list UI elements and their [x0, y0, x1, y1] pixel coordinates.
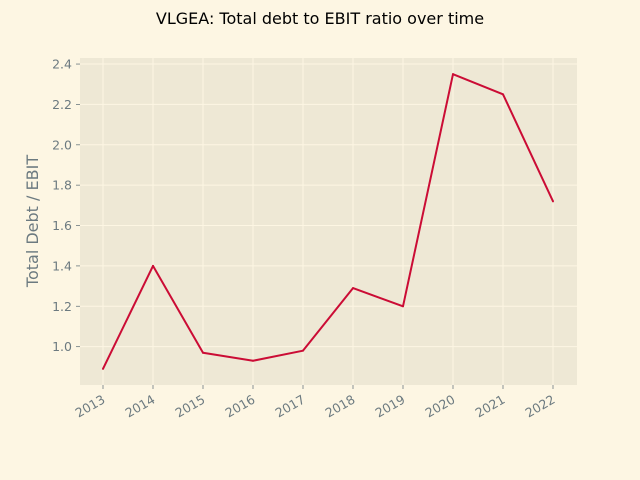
x-tick-label: 2021 — [472, 392, 507, 421]
data-point — [102, 367, 104, 370]
y-tick-label: 1.8 — [52, 178, 72, 193]
data-point — [202, 351, 204, 354]
y-tick-label: 1.6 — [52, 218, 72, 233]
chart-title: VLGEA: Total debt to EBIT ratio over tim… — [156, 9, 484, 28]
data-point — [352, 287, 354, 290]
y-axis-ticks: 1.0 1.2 1.4 1.6 1.8 2.0 2.2 2.4 — [52, 57, 80, 354]
grid-lines — [80, 58, 577, 385]
y-axis-label: Total Debt / EBIT — [23, 155, 42, 288]
plot-area — [80, 58, 577, 385]
data-point — [152, 264, 154, 267]
y-tick-label: 2.4 — [52, 57, 72, 72]
x-tick-label: 2015 — [172, 392, 207, 421]
x-tick-label: 2020 — [422, 392, 457, 421]
x-tick-label: 2014 — [122, 392, 157, 421]
data-point — [402, 305, 404, 308]
data-point — [302, 349, 304, 352]
x-tick-label: 2022 — [522, 392, 557, 421]
y-tick-label: 2.0 — [52, 137, 72, 152]
data-point — [502, 93, 504, 96]
x-tick-label: 2019 — [372, 392, 407, 421]
x-axis-ticks: 2013 2014 2015 2016 2017 2018 2019 2020 2021 2022 — [72, 385, 558, 421]
y-tick-label: 2.2 — [52, 97, 72, 112]
data-point — [552, 200, 554, 203]
x-tick-label: 2013 — [72, 392, 107, 421]
x-tick-label: 2016 — [222, 392, 257, 421]
x-tick-label: 2017 — [272, 392, 307, 421]
data-point — [252, 359, 254, 362]
series-line — [102, 73, 554, 370]
x-tick-label: 2018 — [322, 392, 357, 421]
data-point — [452, 73, 454, 76]
y-tick-label: 1.0 — [52, 339, 72, 354]
data-points — [102, 73, 554, 370]
y-tick-label: 1.2 — [52, 299, 72, 314]
y-tick-label: 1.4 — [52, 258, 72, 273]
